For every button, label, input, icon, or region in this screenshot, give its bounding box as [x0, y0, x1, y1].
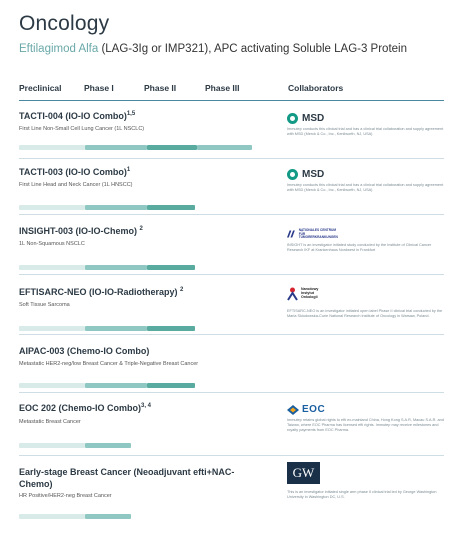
phase-bar-phase1 [85, 265, 147, 270]
msd-mark-icon [287, 168, 298, 180]
drug-description: (LAG-3Ig or IMP321), APC activating Solu… [98, 43, 407, 55]
phase-bar-phase1 [85, 205, 147, 210]
phase-bar-preclinical [19, 443, 85, 448]
collaborator-note: Immutep conducts this clinical trial and… [287, 127, 444, 137]
eoc-logo: EOC [287, 404, 325, 415]
trial-name: TACTI-003 (IO-IO Combo)1 [19, 167, 131, 177]
trial-name: AIPAC-003 (Chemo-IO Combo) [19, 346, 150, 356]
trial-row[interactable]: AIPAC-003 (Chemo-IO Combo) Metastatic HE… [19, 346, 444, 393]
phase-bar-phase2 [147, 145, 197, 150]
phase-bar-phase2 [147, 383, 195, 388]
trial-indication: 1L Non-Squamous NSCLC [19, 241, 85, 247]
trial-name: EOC 202 (Chemo-IO Combo)3, 4 [19, 403, 152, 413]
phase-bar-phase1 [85, 383, 147, 388]
trial-row[interactable]: EFTISARC-NEO (IO-IO-Radiotherapy) 2 Soft… [19, 287, 444, 335]
phase-bar-phase1 [85, 326, 147, 331]
nio-logo: Narodowy Instytut Onkologii [287, 287, 318, 301]
page-subtitle: Eftilagimod Alfa (LAG-3Ig or IMP321), AP… [19, 43, 407, 55]
trial-indication: HR Positive/HER2-neg Breast Cancer [19, 493, 112, 499]
trial-row[interactable]: Early-stage Breast Cancer (Neoadjuvant e… [19, 462, 444, 524]
trial-indication: Metastatic Breast Cancer [19, 419, 81, 425]
gw-logo: GW [287, 462, 320, 484]
collaborator-note: INSIGHT is an investigator initiated stu… [287, 243, 432, 253]
phase-bar-phase2 [147, 205, 195, 210]
nio-mark-icon [287, 287, 298, 301]
trial-row[interactable]: EOC 202 (Chemo-IO Combo)3, 4 Metastatic … [19, 403, 444, 456]
trial-name: INSIGHT-003 (IO-IO-Chemo) 2 [19, 226, 143, 236]
trial-row[interactable]: TACTI-004 (IO-IO Combo)1,5 First Line No… [19, 111, 444, 159]
header-phase1: Phase I [84, 83, 114, 93]
msd-logo: MSD [287, 112, 324, 124]
trial-row[interactable]: TACTI-003 (IO-IO Combo)1 First Line Head… [19, 167, 444, 215]
header-collaborators: Collaborators [288, 83, 344, 93]
phase-bar-phase1 [85, 443, 131, 448]
collaborator-note: This is an investigator initiated single… [287, 490, 437, 500]
header-divider [19, 100, 444, 101]
msd-mark-icon [287, 112, 298, 124]
trial-indication: First Line Head and Neck Cancer (1L HNSC… [19, 182, 133, 188]
phase-bar-phase2 [147, 326, 195, 331]
eoc-mark-icon [287, 404, 299, 415]
page-title: Oncology [19, 12, 110, 35]
msd-logo: MSD [287, 168, 324, 180]
trial-name: Early-stage Breast Cancer (Neoadjuvant e… [19, 467, 235, 490]
trial-row[interactable]: INSIGHT-003 (IO-IO-Chemo) 2 1L Non-Squam… [19, 226, 444, 275]
trial-name: EFTISARC-NEO (IO-IO-Radiotherapy) 2 [19, 287, 184, 297]
header-preclinical: Preclinical [19, 83, 62, 93]
phase-bar-phase1 [85, 145, 147, 150]
trial-indication: Soft Tissue Sarcoma [19, 302, 70, 308]
nct-mark-icon [287, 230, 295, 238]
phase-bar-preclinical [19, 514, 85, 519]
header-phase2: Phase II [144, 83, 177, 93]
phase-bar-preclinical [19, 145, 85, 150]
collaborator-note: EFTISARC-NEO is an investigator initiate… [287, 309, 443, 319]
phase-bar-preclinical [19, 205, 85, 210]
phase-bar-preclinical [19, 383, 85, 388]
drug-name: Eftilagimod Alfa [19, 43, 99, 55]
collaborator-note: Immutep retains global rights to efti ex… [287, 418, 444, 433]
collaborator-note: Immutep conducts this clinical trial and… [287, 183, 444, 193]
header-phase3: Phase III [205, 83, 240, 93]
trial-indication: Metastatic HER2-neg/low Breast Cancer & … [19, 361, 199, 367]
phase-bar-phase3 [197, 145, 252, 150]
trial-name: TACTI-004 (IO-IO Combo)1,5 [19, 111, 136, 121]
phase-bar-phase1 [85, 514, 131, 519]
phase-bar-preclinical [19, 265, 85, 270]
trial-indication: First Line Non-Small Cell Lung Cancer (1… [19, 126, 145, 132]
phase-bar-preclinical [19, 326, 85, 331]
nct-logo: NATIONALES CENTRUM FÜR TUMORERKRANKUNGEN [287, 228, 339, 240]
phase-bar-phase2 [147, 265, 195, 270]
